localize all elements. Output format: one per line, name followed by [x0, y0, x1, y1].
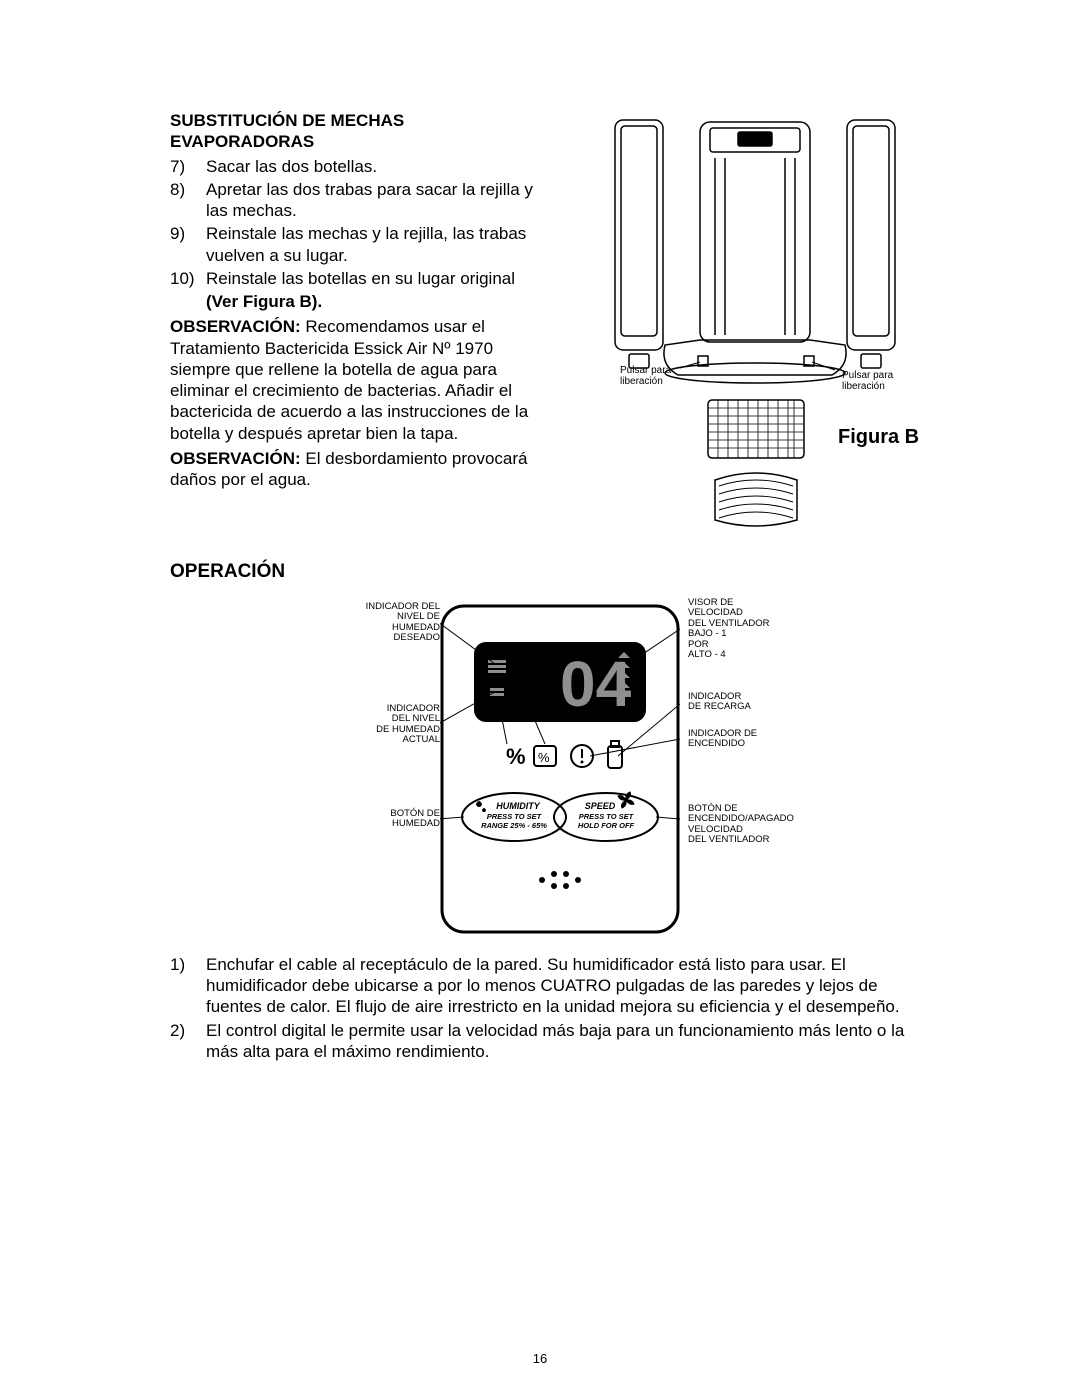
callout-text: INDICADOR DEL NIVEL DE HUMEDAD ACTUAL — [376, 703, 440, 745]
control-panel-diagram: INDICADOR DEL NIVEL DE HUMEDAD DESEADO I… — [310, 594, 790, 934]
item-number: 10) — [170, 268, 206, 289]
speed-btn-l2: PRESS TO SET — [579, 812, 635, 821]
figure-b-column: Pulsar para liberación Pulsar para liber… — [560, 110, 950, 530]
item-text: Sacar las dos botellas. — [206, 156, 377, 177]
item-number: 7) — [170, 156, 206, 177]
callout-fan-speed-display: VISOR DE VELOCIDAD DEL VENTILADOR BAJO -… — [688, 598, 798, 661]
item-number: 9) — [170, 223, 206, 266]
list-item: 1) Enchufar el cable al receptáculo de l… — [170, 954, 930, 1018]
figure-b-label: Figura B — [838, 425, 919, 450]
speed-btn-l3: HOLD FOR OFF — [578, 821, 635, 830]
humidity-btn-l2: PRESS TO SET — [487, 812, 543, 821]
figure-b-diagram — [560, 110, 950, 530]
callout-actual-humidity: INDICADOR DEL NIVEL DE HUMEDAD ACTUAL — [330, 704, 440, 746]
observation-2: OBSERVACIÓN: El desbordamiento provocará… — [170, 448, 542, 491]
item-text: Reinstale las mechas y la rejilla, las t… — [206, 223, 542, 266]
item-text: Apretar las dos trabas para sacar la rej… — [206, 179, 542, 222]
title-line2: EVAPORADORAS — [170, 132, 314, 151]
callout-speed-power-button: BOTÓN DE ENCENDIDO/APAGADO VELOCIDAD DEL… — [688, 804, 808, 846]
callout-text: INDICADOR DE RECARGA — [688, 691, 751, 712]
callout-text: VISOR DE VELOCIDAD DEL VENTILADOR BAJO -… — [688, 597, 769, 660]
callout-text: Pulsar para liberación — [842, 370, 893, 392]
item-number: 8) — [170, 179, 206, 222]
observation-1: OBSERVACIÓN: Recomendamos usar el Tratam… — [170, 316, 542, 422]
callout-humidity-button: BOTÓN DE HUMEDAD — [330, 809, 440, 830]
list-item: 10) Reinstale las botellas en su lugar o… — [170, 268, 542, 289]
obs1-tail: botella y después apretar bien la tapa. — [170, 423, 542, 444]
top-two-column: SUBSTITUCIÓN DE MECHAS EVAPORADORAS 7) S… — [170, 110, 950, 530]
substitution-text-column: SUBSTITUCIÓN DE MECHAS EVAPORADORAS 7) S… — [170, 110, 542, 530]
item-number: 1) — [170, 954, 206, 1018]
title-line1: SUBSTITUCIÓN DE MECHAS — [170, 111, 404, 130]
section-title-substitution: SUBSTITUCIÓN DE MECHAS EVAPORADORAS — [170, 110, 542, 153]
callout-release-right: Pulsar para liberación — [842, 370, 893, 392]
speed-btn-l1: SPEED — [585, 801, 616, 811]
callout-text: INDICADOR DEL NIVEL DE HUMEDAD DESEADO — [366, 601, 440, 643]
callout-text: BOTÓN DE HUMEDAD — [390, 808, 440, 829]
svg-text:%: % — [538, 750, 550, 765]
display-value: 04 — [560, 648, 632, 720]
item-number: 2) — [170, 1020, 206, 1063]
page-number: 16 — [0, 1351, 1080, 1367]
obs1-label: OBSERVACIÓN: — [170, 317, 301, 336]
humidity-btn-l1: HUMIDITY — [496, 801, 540, 811]
callout-text: Pulsar para liberación — [620, 365, 671, 387]
callout-refill-indicator: INDICADOR DE RECARGA — [688, 692, 798, 713]
callout-desired-humidity: INDICADOR DEL NIVEL DE HUMEDAD DESEADO — [330, 602, 440, 644]
list-item: 2) El control digital le permite usar la… — [170, 1020, 930, 1063]
callout-text: BOTÓN DE ENCENDIDO/APAGADO VELOCIDAD DEL… — [688, 803, 794, 845]
item-text: El control digital le permite usar la ve… — [206, 1020, 930, 1063]
list-item: 7) Sacar las dos botellas. — [170, 156, 542, 177]
item-text: Reinstale las botellas en su lugar origi… — [206, 268, 515, 289]
manual-page: SUBSTITUCIÓN DE MECHAS EVAPORADORAS 7) S… — [0, 0, 1080, 1397]
ver-figura-b: (Ver Figura B). — [206, 291, 542, 312]
obs2-label: OBSERVACIÓN: — [170, 449, 301, 468]
list-item: 9) Reinstale las mechas y la rejilla, la… — [170, 223, 542, 266]
percent-icon: % — [506, 744, 526, 769]
callout-text: INDICADOR DE ENCENDIDO — [688, 728, 757, 749]
list-item: 8) Apretar las dos trabas para sacar la … — [170, 179, 542, 222]
humidity-btn-l3: RANGE 25% - 65% — [481, 821, 547, 830]
operation-title: OPERACIÓN — [170, 560, 950, 584]
operation-section: OPERACIÓN INDICADOR DEL NIVEL DE HUMEDAD… — [170, 560, 950, 1062]
callout-power-indicator: INDICADOR DE ENCENDIDO — [688, 729, 798, 750]
control-panel-svg: 04 % % — [440, 604, 680, 934]
callout-release-left: Pulsar para liberación — [620, 365, 671, 387]
item-text: Enchufar el cable al receptáculo de la p… — [206, 954, 930, 1018]
